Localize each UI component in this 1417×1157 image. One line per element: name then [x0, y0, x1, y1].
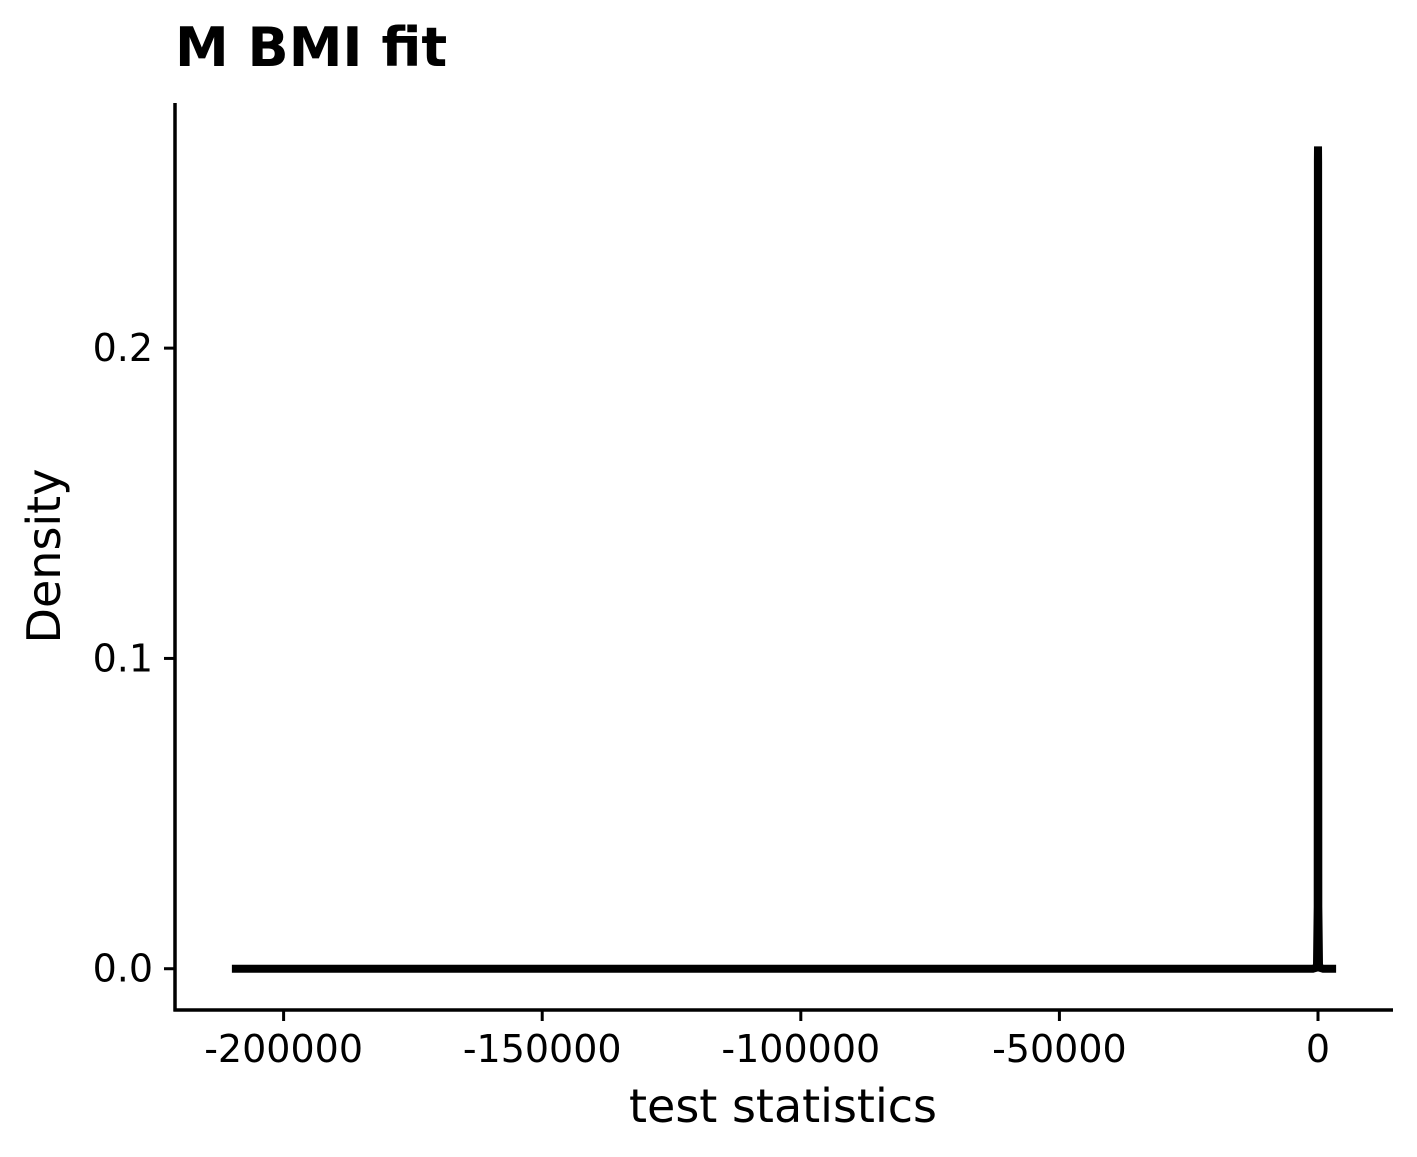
y-axis-label: Density	[17, 469, 71, 644]
y-tick-label: 0.1	[93, 636, 153, 680]
chart-title: M BMI fit	[175, 16, 447, 79]
x-tick-label: -50000	[992, 1027, 1127, 1071]
x-tick-label: -150000	[463, 1027, 622, 1071]
y-tick-label: 0.0	[93, 947, 153, 991]
y-tick-label: 0.2	[93, 326, 153, 370]
axes: -200000 -150000 -100000 -50000 0 0.0 0.1 0.2	[93, 103, 1393, 1071]
x-tick-label: -100000	[721, 1027, 880, 1071]
x-tick-label: -200000	[204, 1027, 363, 1071]
density-line	[231, 146, 1337, 973]
x-axis-label: test statistics	[629, 1079, 937, 1133]
plot-area	[231, 146, 1337, 973]
x-tick-label: 0	[1306, 1027, 1330, 1071]
